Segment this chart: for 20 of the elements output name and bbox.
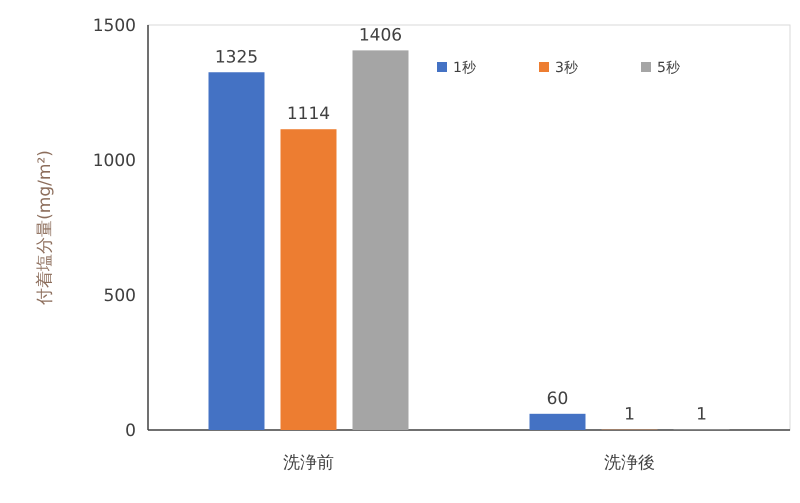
x-tick-label: 洗浄前 xyxy=(283,453,334,473)
bar xyxy=(280,129,336,430)
legend-label: 3秒 xyxy=(555,60,578,76)
y-tick-label: 1500 xyxy=(92,16,136,36)
data-label: 1406 xyxy=(358,25,402,46)
y-axis-title: 付着塩分量(mg/m²) xyxy=(35,150,55,306)
legend-label: 1秒 xyxy=(453,60,476,76)
bar xyxy=(530,414,586,430)
y-tick-label: 500 xyxy=(104,286,136,306)
data-label: 1114 xyxy=(286,104,330,124)
data-label: 60 xyxy=(546,388,568,409)
data-label: 1 xyxy=(624,404,635,425)
legend-label: 5秒 xyxy=(657,60,680,76)
bar xyxy=(208,72,264,430)
y-tick-label: 0 xyxy=(125,421,136,441)
bar xyxy=(352,50,408,430)
data-label: 1325 xyxy=(214,47,258,68)
y-tick-label: 1000 xyxy=(92,151,136,171)
x-tick-label: 洗浄後 xyxy=(604,453,655,473)
data-label: 1 xyxy=(696,404,707,425)
